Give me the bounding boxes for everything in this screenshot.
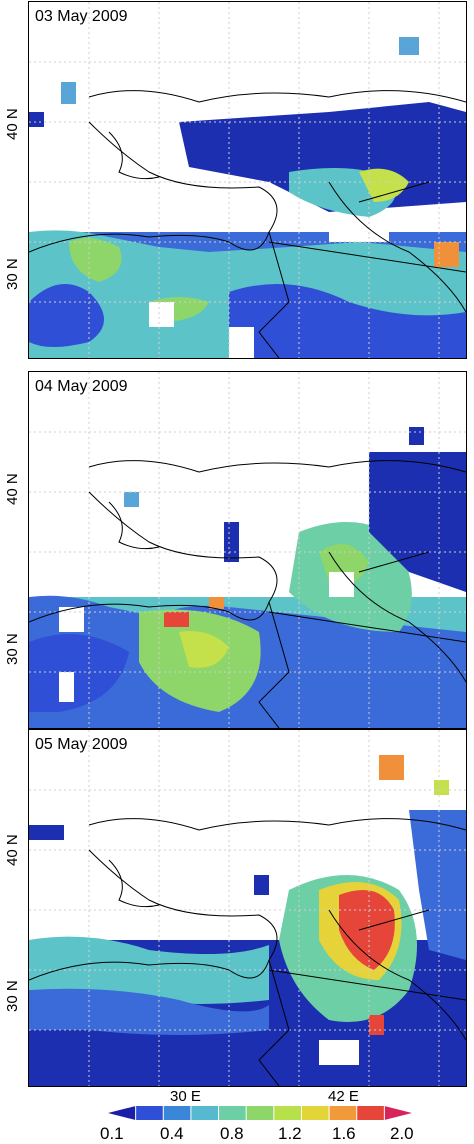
- missing-cell: [59, 607, 84, 632]
- colorbar-segment: [190, 1106, 220, 1120]
- aod-patch-yellow: [179, 631, 229, 668]
- coastlines: [29, 90, 466, 358]
- lat-label-40n: 40 N: [4, 473, 21, 505]
- aod-cell: [434, 780, 449, 795]
- map-canvas: [29, 372, 466, 728]
- aod-cell: [224, 522, 239, 562]
- colorbar-segment: [356, 1106, 385, 1120]
- lat-label-30n: 30 N: [4, 980, 21, 1012]
- missing-cell: [59, 672, 74, 702]
- colorbar-segment: [384, 1106, 412, 1120]
- aod-cell-red: [369, 1015, 384, 1035]
- missing-cell: [329, 217, 389, 242]
- missing-cell: [149, 302, 174, 327]
- aod-cell: [124, 492, 139, 507]
- aod-field-north: [409, 810, 466, 960]
- colorbar-segment: [301, 1106, 330, 1120]
- colorbar-tick: 0.8: [220, 1124, 244, 1143]
- aod-patch-yellow: [359, 168, 409, 202]
- aod-cell-orange: [434, 242, 459, 267]
- graticule: [29, 372, 466, 728]
- aod-cell-red: [164, 612, 189, 627]
- aod-cell-orange: [209, 597, 224, 609]
- colorbar-tick: 0.1: [100, 1124, 124, 1143]
- map-panel-04-may: 04 May 2009: [28, 371, 467, 729]
- aod-cell-orange: [379, 755, 404, 780]
- missing-cell: [329, 572, 354, 597]
- lon-label-42e: 42 E: [328, 1088, 359, 1105]
- colorbar-segment: [218, 1106, 247, 1120]
- lon-label-30e: 30 E: [170, 1088, 201, 1105]
- missing-cell: [319, 1040, 359, 1065]
- aod-cell: [61, 82, 76, 104]
- colorbar-segment: [108, 1106, 136, 1120]
- aod-patch: [29, 284, 104, 347]
- map-canvas: [29, 2, 466, 358]
- coastlines: [29, 818, 466, 1086]
- missing-cell: [229, 327, 254, 358]
- panel-date-label: 04 May 2009: [35, 378, 128, 395]
- lat-label-30n: 30 N: [4, 258, 21, 290]
- panel-date-label: 03 May 2009: [35, 8, 128, 25]
- aod-cell: [29, 825, 64, 840]
- colorbar-segments: [108, 1106, 412, 1120]
- coastlines: [29, 460, 466, 728]
- panel-date-label: 05 May 2009: [35, 736, 128, 753]
- lat-label-30n: 30 N: [4, 633, 21, 665]
- graticule: [29, 2, 466, 358]
- aod-cell: [399, 37, 419, 55]
- colorbar-segment: [273, 1106, 302, 1120]
- aod-patch-green: [69, 238, 122, 282]
- colorbar-tick: 1.6: [332, 1124, 356, 1143]
- colorbar-segment: [135, 1106, 164, 1120]
- map-panel-03-may: 03 May 2009: [28, 1, 467, 359]
- colorbar-segment: [246, 1106, 275, 1120]
- aod-cell: [409, 427, 424, 445]
- lat-label-40n: 40 N: [4, 108, 21, 140]
- map-canvas: [29, 730, 466, 1086]
- colorbar-tick: 2.0: [390, 1124, 414, 1143]
- colorbar-segment: [163, 1106, 192, 1120]
- aod-patch: [29, 634, 129, 712]
- map-panel-05-may: 05 May 2009: [28, 729, 467, 1087]
- colorbar-segment: [329, 1106, 358, 1120]
- lat-label-40n: 40 N: [4, 834, 21, 866]
- aod-cell: [254, 875, 269, 895]
- graticule: [29, 730, 466, 1086]
- colorbar-tick: 1.2: [278, 1124, 302, 1143]
- aod-cell: [29, 112, 44, 127]
- colorbar-tick: 0.4: [160, 1124, 184, 1143]
- aod-field-north: [369, 452, 466, 592]
